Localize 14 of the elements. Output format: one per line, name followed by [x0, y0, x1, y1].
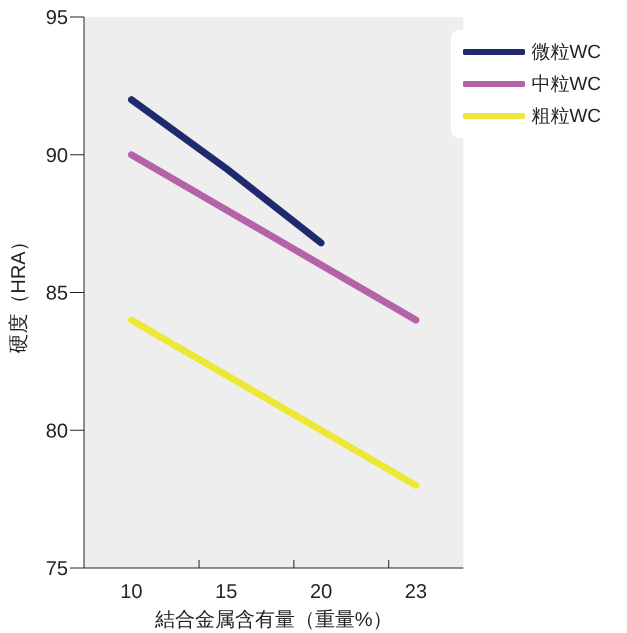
y-tick-label: 80 — [46, 420, 68, 442]
legend-label: 中粒WC — [531, 73, 601, 97]
legend-label: 微粒WC — [531, 41, 601, 65]
y-tick-label: 90 — [46, 144, 68, 167]
x-tick-label: 20 — [310, 581, 332, 603]
x-axis-title: 結合金属含有量（重量%） — [154, 609, 393, 631]
y-tick-label: 95 — [46, 7, 68, 30]
x-tick-label: 23 — [404, 581, 428, 603]
y-tick-label: 75 — [46, 558, 68, 580]
x-tick-label: 10 — [120, 581, 143, 603]
legend-label: 粗粒WC — [531, 105, 601, 129]
x-tick-label: 15 — [215, 581, 238, 603]
y-axis-title: 硬度（HRA） — [8, 231, 30, 354]
y-tick-label: 85 — [46, 282, 68, 305]
